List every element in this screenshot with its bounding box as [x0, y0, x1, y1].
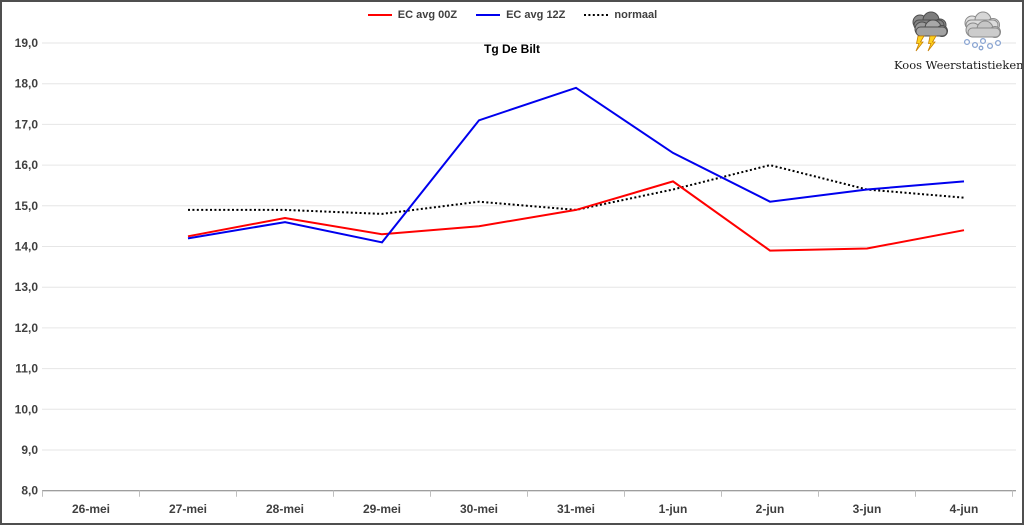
- y-tick-label: 12,0: [15, 321, 39, 335]
- branding-block: Koos Weerstatistieken: [894, 10, 1024, 72]
- y-tick-label: 15,0: [15, 199, 39, 213]
- branding-name: Koos Weerstatistieken: [894, 58, 1024, 72]
- y-tick-label: 10,0: [15, 402, 39, 416]
- x-tick-label: 27-mei: [169, 502, 207, 516]
- y-tick-label: 16,0: [15, 158, 39, 172]
- y-tick-label: 17,0: [15, 117, 39, 131]
- chart-title: Tg De Bilt: [484, 42, 540, 56]
- y-tick-label: 9,0: [21, 443, 38, 457]
- y-tick-label: 18,0: [15, 77, 39, 91]
- x-tick-label: 1-jun: [659, 502, 688, 516]
- series-line-ec-avg-00z: [187, 180, 965, 252]
- series-line-normaal: [188, 164, 965, 215]
- y-tick-label: 14,0: [15, 240, 39, 254]
- storm-cloud-icon: [912, 11, 948, 52]
- x-tick-label: 30-mei: [460, 502, 498, 516]
- x-tick-label: 26-mei: [72, 502, 110, 516]
- y-tick-label: 19,0: [15, 36, 39, 50]
- y-tick-label: 11,0: [15, 362, 38, 376]
- series-line-ec-avg-12z: [187, 86, 965, 244]
- hail-cloud-icon: [963, 11, 1001, 51]
- x-tick-label: 2-jun: [756, 502, 785, 516]
- x-tick-label: 31-mei: [557, 502, 595, 516]
- branding-icons: [894, 10, 1018, 52]
- x-tick-label: 29-mei: [363, 502, 401, 516]
- x-tick-label: 28-mei: [266, 502, 304, 516]
- y-tick-label: 13,0: [15, 280, 39, 294]
- x-tick-label: 3-jun: [853, 502, 882, 516]
- y-tick-label: 8,0: [21, 484, 38, 498]
- x-tick-label: 4-jun: [950, 502, 979, 516]
